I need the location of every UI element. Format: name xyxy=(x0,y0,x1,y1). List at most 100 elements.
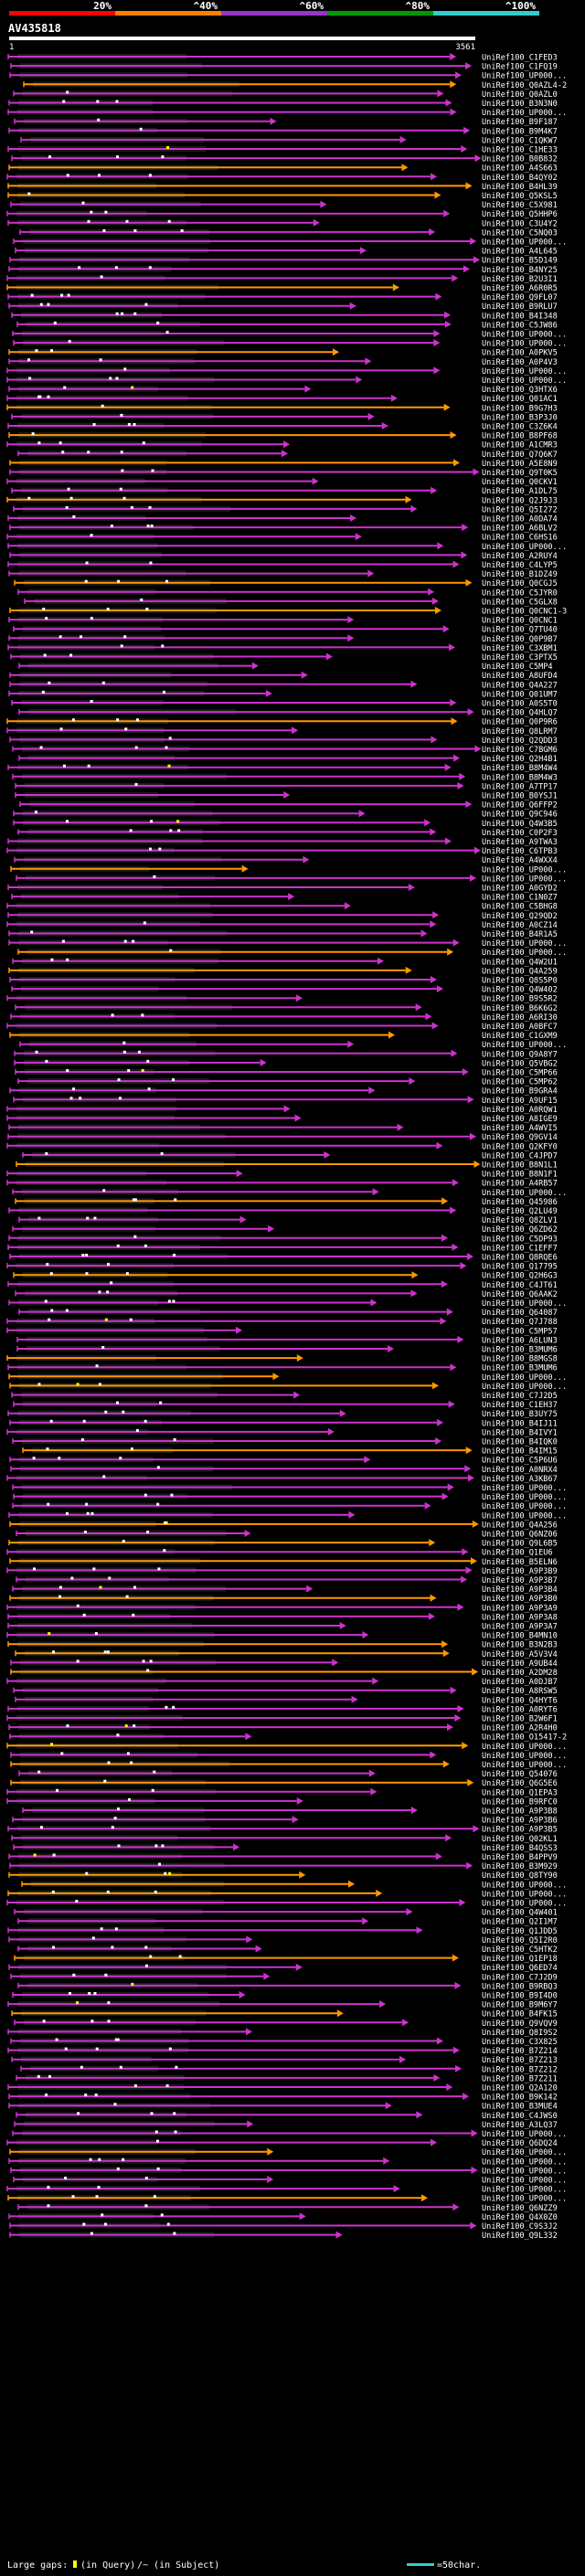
hit-row: UniRef100_B8N1F1 xyxy=(6,1170,558,1180)
gap-dot xyxy=(58,441,62,445)
hit-arrow xyxy=(447,948,454,956)
hit-arrow xyxy=(473,846,481,854)
gap-dot xyxy=(146,1669,150,1672)
hit-row: UniRef100_Q0AZL0 xyxy=(13,90,558,100)
gap-dot xyxy=(95,2047,99,2051)
gap-dot xyxy=(35,1050,38,1054)
hit-row: UniRef100_Q0P9B7 xyxy=(8,634,558,644)
hit-arrow xyxy=(292,726,299,735)
hit-label: UniRef100_A3KB67 xyxy=(482,1475,558,1484)
hit-label: UniRef100_B4IJ11 xyxy=(482,1419,558,1428)
hit-row: UniRef100_Q4A227 xyxy=(9,680,558,690)
hit-label: UniRef100_B8PF68 xyxy=(482,432,558,441)
hit-arrow xyxy=(296,1797,303,1805)
hit-label: UniRef100_Q0AZL0 xyxy=(482,90,558,100)
hit-arrow xyxy=(268,1224,275,1233)
hit-arrow xyxy=(283,791,291,799)
gap-dot xyxy=(165,1705,168,1709)
hit-arrow xyxy=(367,412,375,420)
gap-dot xyxy=(87,219,90,223)
hit-arrow xyxy=(474,745,482,753)
gap-dot xyxy=(117,579,121,583)
hit-label: UniRef100_Q1EPA3 xyxy=(482,1788,558,1797)
hit-label: UniRef100_Q9FL07 xyxy=(482,293,558,302)
hit-row: UniRef100_C1EH37 xyxy=(13,1400,558,1410)
gap-dot xyxy=(65,505,69,509)
hit-arrow xyxy=(336,2009,344,2018)
hit-row: UniRef100_A2R4H0 xyxy=(8,1723,558,1733)
in-query-label: (in Query) xyxy=(80,2560,135,2571)
hit-row: UniRef100_Q29QD2 xyxy=(7,911,558,921)
gap-dot xyxy=(158,847,162,851)
hit-row: UniRef100_B5D149 xyxy=(9,256,558,266)
hit-arrow xyxy=(267,2147,274,2156)
hit-row: UniRef100_B7Z211 xyxy=(16,2073,558,2083)
hit-row: UniRef100_UP000... xyxy=(8,1299,567,1309)
gap-dot xyxy=(160,1151,164,1155)
gap-dot xyxy=(107,1761,111,1765)
gap-dot xyxy=(85,1272,89,1276)
hit-row: UniRef100_B4QY02 xyxy=(6,173,558,183)
hit-row: UniRef100_UP000... xyxy=(7,542,567,552)
gap-dot xyxy=(137,1050,141,1054)
hit-label: UniRef100_B9M4K7 xyxy=(482,127,558,136)
gap-dot xyxy=(173,2231,176,2235)
hit-arrow xyxy=(451,717,458,726)
hit-arrow xyxy=(429,228,436,236)
hit-label: UniRef100_UP000... xyxy=(482,1502,567,1511)
hit-row: UniRef100_Q45986 xyxy=(15,1197,558,1207)
hit-arrow xyxy=(430,1594,437,1602)
gap-dot xyxy=(174,1198,177,1202)
gap-dot xyxy=(75,1900,79,1903)
hit-arrow xyxy=(420,929,428,938)
gap-dot xyxy=(140,598,144,601)
query-id: AV435818 xyxy=(8,22,61,35)
hit-label: UniRef100_Q8ZLV1 xyxy=(482,1216,558,1225)
hit-arrow xyxy=(447,1483,454,1491)
gap-dot xyxy=(33,1853,37,1857)
gap-dot xyxy=(93,1992,97,1995)
hit-label: UniRef100_Q8I9S2 xyxy=(482,2029,558,2038)
gap-dot xyxy=(47,2204,50,2208)
hit-label: UniRef100_B1DZ49 xyxy=(482,570,558,579)
gap-dot xyxy=(123,635,127,639)
hit-arrow xyxy=(260,1058,267,1066)
gap-dot xyxy=(46,1447,49,1451)
hit-arrow xyxy=(416,1926,423,1935)
gap-dot xyxy=(80,635,83,639)
gap-dot xyxy=(50,958,54,961)
hit-row: UniRef100_Q5KSL5 xyxy=(7,191,558,201)
hit-row: UniRef100_A4WVI5 xyxy=(8,1123,558,1133)
hit-label: UniRef100_B4HL39 xyxy=(482,183,558,192)
hit-arrow xyxy=(327,1427,335,1436)
hit-label: UniRef100_Q9L6B5 xyxy=(482,1540,558,1549)
hit-label: UniRef100_Q6ZD62 xyxy=(482,1225,558,1235)
hit-row: UniRef100_B9G7H3 xyxy=(6,403,558,413)
hit-label: UniRef100_Q9T0K5 xyxy=(482,469,558,478)
hit-label: UniRef100_B9RFC0 xyxy=(482,1797,558,1807)
hit-arrow xyxy=(441,1197,449,1205)
hit-arrow xyxy=(472,1520,479,1528)
hit-row: UniRef100_A4RB57 xyxy=(6,1179,558,1189)
hit-arrow xyxy=(333,348,340,356)
hit-arrow xyxy=(270,117,277,125)
hit-row: UniRef100_B0B832 xyxy=(11,154,558,164)
gap-dot xyxy=(125,1595,129,1598)
hit-row: UniRef100_A0S5T0 xyxy=(11,699,558,709)
hit-arrow xyxy=(462,524,469,532)
hit-row: UniRef100_C5MP66 xyxy=(15,1068,558,1078)
hit-label: UniRef100_Q1JDD5 xyxy=(482,1927,558,1936)
gap-dot xyxy=(127,423,131,426)
hit-row: UniRef100_B8N1L1 xyxy=(16,1161,558,1171)
gap-dot xyxy=(107,2019,111,2023)
hit-label: UniRef100_UP000... xyxy=(482,1189,567,1198)
hit-arrow xyxy=(405,966,412,974)
gap-dot xyxy=(110,1281,113,1285)
gap-dot xyxy=(106,1890,110,1893)
hit-arrow xyxy=(435,1852,442,1860)
hit-row: UniRef100_Q0CNC1-3 xyxy=(9,607,567,617)
hit-arrow xyxy=(465,1447,473,1455)
gap-dot xyxy=(51,1650,55,1654)
gap-dot xyxy=(124,727,128,731)
hit-row: UniRef100_UP000... xyxy=(8,1373,567,1383)
